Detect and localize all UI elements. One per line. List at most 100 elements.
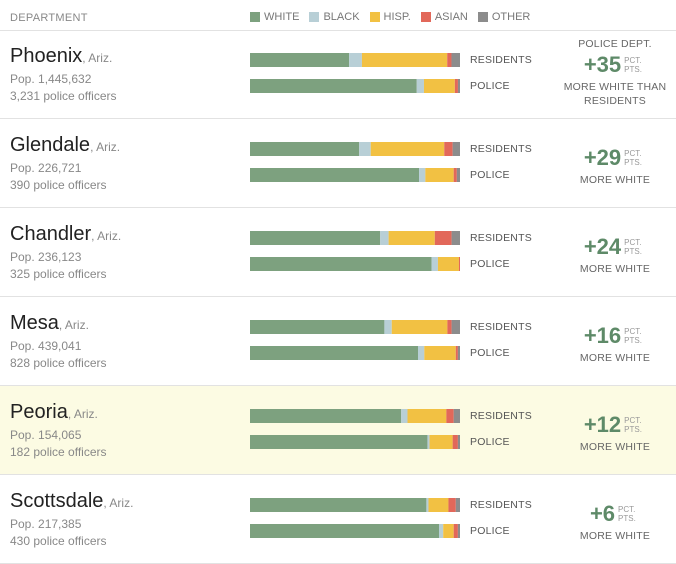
residents-bar-asian [434, 231, 452, 245]
police-bar-white [250, 257, 432, 271]
officer-count: 3,231 police officers [10, 89, 117, 103]
population: Pop. 154,065 [10, 428, 82, 442]
residents-bar-label: RESIDENTS [470, 143, 532, 155]
police-bar-other [456, 168, 460, 182]
police-bar-black [431, 257, 438, 271]
city-title: Mesa, Ariz. [10, 312, 89, 335]
stacked-bars [250, 498, 460, 538]
residents-bar-other [453, 409, 460, 423]
department-row: Scottsdale, Ariz. Pop. 217,385 430 police … [0, 475, 676, 564]
department-row: Chandler, Ariz. Pop. 236,123 325 police of… [0, 208, 676, 297]
residents-bar-label: RESIDENTS [470, 54, 532, 66]
police-bar-asian [452, 435, 458, 449]
police-bar-white [250, 524, 439, 538]
population: Pop. 1,445,632 [10, 72, 92, 86]
residents-bar-black [384, 320, 392, 334]
legend-swatch-other [477, 12, 488, 22]
residents-bar-hispanic [361, 53, 448, 67]
residents-bar-hispanic [428, 498, 449, 512]
stat-line: +6 PCT. PTS. [560, 501, 670, 527]
stacked-bars [250, 142, 460, 182]
police-bar-other [457, 346, 460, 360]
state-name: , Ariz. [90, 140, 121, 154]
legend-label-black: BLACK [323, 11, 360, 23]
police-bar-hispanic [425, 168, 454, 182]
stat-header: POLICE DEPT. [578, 38, 652, 50]
police-bar-hispanic [429, 435, 453, 449]
legend-swatch-white [250, 12, 260, 22]
police-bar-black [439, 524, 444, 538]
city-name: Glendale [10, 134, 91, 156]
police-bar-label: POLICE [470, 258, 510, 270]
residents-bar-other [451, 320, 460, 334]
difference-stat: +29 PCT. PTS. MORE WHITE [560, 143, 670, 187]
city-title: Glendale, Ariz. [10, 134, 120, 157]
police-bar-label: POLICE [470, 80, 510, 92]
residents-bar-label: RESIDENTS [470, 232, 532, 244]
department-column-label: DEPARTMENT [10, 12, 88, 24]
department-row: Mesa, Ariz. Pop. 439,041 828 police office… [0, 297, 676, 386]
residents-bar-other [451, 231, 460, 245]
police-bar-white [250, 346, 418, 360]
legend-swatch-black [309, 12, 320, 22]
officer-count: 325 police officers [10, 267, 107, 281]
residents-bar-asian [448, 498, 456, 512]
population: Pop. 439,041 [10, 339, 82, 353]
stat-line: +35 PCT. PTS. [560, 52, 670, 78]
police-bar-black [427, 435, 430, 449]
stacked-bars [250, 231, 460, 271]
city-title: Peoria, Ariz. [10, 401, 98, 424]
city-title: Chandler, Ariz. [10, 223, 121, 246]
difference-description: MORE WHITE [579, 530, 651, 542]
stat-line: +24 PCT. PTS. [560, 234, 670, 260]
residents-bar-asian [447, 53, 452, 67]
residents-bar-black [380, 231, 389, 245]
police-bar-hispanic [423, 79, 455, 93]
state-name: , Ariz. [91, 229, 122, 243]
police-bar-black [419, 168, 426, 182]
city-title: Scottsdale, Ariz. [10, 490, 133, 513]
residents-bar-white [250, 409, 402, 423]
police-bar-white [250, 79, 417, 93]
residents-bar-other [451, 53, 460, 67]
difference-description: MORE WHITE [579, 174, 651, 186]
difference-units: PCT. PTS. [624, 149, 642, 167]
residents-bar-asian [446, 409, 454, 423]
residents-bar-other [455, 498, 460, 512]
police-bar-asian [455, 346, 458, 360]
difference-description: MORE WHITE [579, 352, 651, 364]
city-name: Peoria [10, 401, 68, 423]
legend-item-white: WHITE [250, 11, 299, 23]
officer-count: 430 police officers [10, 534, 107, 548]
officer-count: 390 police officers [10, 178, 107, 192]
police-bar-black [418, 346, 425, 360]
difference-value: +35 [583, 52, 622, 77]
police-bar-white [250, 435, 428, 449]
stacked-bars [250, 53, 460, 93]
stat-line: +16 PCT. PTS. [560, 323, 670, 349]
difference-units: PCT. PTS. [624, 238, 642, 256]
difference-value: +12 [583, 412, 622, 437]
table-header: DEPARTMENT WHITE BLACK HISP. ASIAN OTHER [0, 0, 676, 31]
city-name: Scottsdale [10, 490, 104, 512]
police-bar-white [250, 168, 420, 182]
city-name: Mesa [10, 312, 59, 334]
legend-label-asian: ASIAN [434, 11, 468, 23]
difference-description: MORE WHITE [579, 441, 651, 453]
legend-swatch-hispanic [369, 12, 380, 22]
difference-stat: POLICE DEPT. +35 PCT. PTS. MORE WHITE THAN … [560, 38, 670, 108]
difference-value: +6 [589, 501, 616, 526]
residents-bar-white [250, 498, 427, 512]
legend-item-asian: ASIAN [420, 11, 468, 23]
stat-line: +12 PCT. PTS. [560, 412, 670, 438]
legend-label-hispanic: HISP. [383, 11, 411, 23]
difference-units: PCT. PTS. [624, 56, 642, 74]
police-bar-hispanic [437, 257, 459, 271]
difference-stat: +6 PCT. PTS. MORE WHITE [560, 499, 670, 543]
residents-bar-white [250, 320, 385, 334]
police-bar-hispanic [443, 524, 454, 538]
police-bar-asian [458, 257, 460, 271]
police-bar-other [457, 435, 460, 449]
legend-swatch-asian [420, 12, 431, 22]
residents-bar-hispanic [407, 409, 447, 423]
